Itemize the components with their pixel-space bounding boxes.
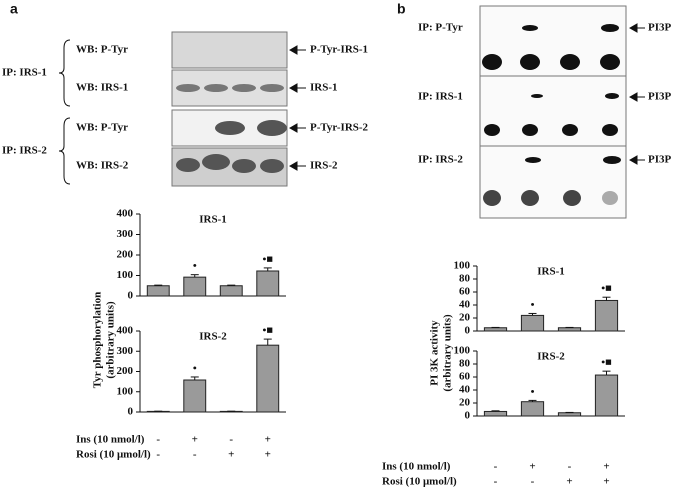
condition-sign: +: [566, 476, 572, 488]
condition-sign: +: [603, 476, 609, 488]
y-tick-label: 40: [459, 384, 471, 396]
significance-mark: •: [531, 299, 535, 311]
condition-label: Rosi (10 μmol/l): [76, 449, 151, 461]
wb-label: WB: IRS-2: [76, 160, 129, 172]
chart-title: IRS-2: [537, 351, 565, 363]
wb-label: WB: P-Tyr: [76, 122, 128, 134]
significance-mark: •: [193, 362, 197, 374]
condition-sign: -: [568, 461, 572, 473]
bar: [183, 379, 207, 413]
bar: [557, 412, 582, 417]
y-tick-label: 80: [459, 273, 471, 285]
significance-mark: •■: [601, 283, 612, 295]
condition-sign: -: [156, 434, 160, 446]
y-tick-label: 300: [117, 345, 134, 357]
bar: [594, 299, 619, 332]
condition-sign: -: [494, 461, 498, 473]
y-tick-label: 100: [117, 269, 134, 281]
condition-sign: +: [529, 461, 535, 473]
condition-sign: -: [229, 434, 233, 446]
bar: [520, 401, 545, 417]
y-tick-label: 60: [459, 371, 471, 383]
y-axis-label: PI 3K activity: [429, 320, 441, 386]
condition-sign: +: [228, 449, 234, 461]
bar: [520, 314, 545, 332]
bar: [256, 344, 280, 413]
y-tick-label: 80: [459, 358, 471, 370]
y-tick-label: 60: [459, 286, 471, 298]
panel-label: a: [10, 1, 18, 17]
condition-sign: +: [603, 461, 609, 473]
condition-sign: +: [192, 434, 198, 446]
y-tick-label: 300: [117, 228, 134, 240]
bar: [483, 327, 508, 332]
arrow-label: PI3P: [648, 154, 672, 166]
y-tick-label: 20: [459, 397, 471, 409]
arrow-label: IRS-1: [310, 82, 338, 94]
y-axis-label: (arbitrary units): [105, 301, 117, 379]
y-tick-label: 0: [465, 410, 471, 422]
y-tick-label: 40: [459, 299, 471, 311]
chart-title: IRS-2: [199, 331, 227, 343]
y-axis-label: (arbitrary units): [442, 314, 454, 392]
ip-label: IP: P-Tyr: [418, 22, 463, 34]
y-tick-label: 400: [117, 325, 134, 337]
panel-label: b: [397, 1, 406, 17]
y-axis-label: Tyr phosphorylation: [92, 292, 104, 388]
significance-mark: •■: [263, 253, 274, 265]
significance-mark: •: [193, 260, 197, 272]
blots-b: [479, 5, 645, 219]
y-tick-label: 100: [117, 385, 134, 397]
significance-mark: •■: [263, 325, 274, 337]
blots-a: [58, 31, 306, 187]
y-tick-label: 0: [128, 290, 134, 302]
condition-sign: -: [531, 476, 535, 488]
bar: [219, 285, 243, 297]
bar: [483, 410, 508, 417]
y-tick-label: 400: [117, 208, 134, 220]
condition-label: Ins (10 nmol/l): [382, 461, 451, 473]
chart-title: IRS-1: [199, 214, 227, 226]
condition-sign: +: [265, 434, 271, 446]
arrow-label: PI3P: [648, 22, 672, 34]
significance-mark: •■: [601, 357, 612, 369]
y-tick-label: 100: [454, 260, 471, 272]
bar: [146, 285, 170, 297]
condition-label: Ins (10 nmol/l): [76, 434, 145, 446]
ip-label: IP: IRS-2: [2, 145, 47, 157]
condition-sign: +: [265, 449, 271, 461]
condition-sign: -: [494, 476, 498, 488]
y-tick-label: 100: [454, 345, 471, 357]
y-tick-label: 200: [117, 249, 134, 261]
condition-sign: -: [193, 449, 197, 461]
significance-mark: •: [531, 386, 535, 398]
bar: [256, 270, 280, 297]
ip-label: IP: IRS-1: [2, 67, 47, 79]
wb-label: WB: P-Tyr: [76, 44, 128, 56]
condition-sign: -: [156, 449, 160, 461]
y-tick-label: 0: [465, 325, 471, 337]
wb-label: WB: IRS-1: [76, 82, 128, 94]
ip-label: IP: IRS-2: [418, 154, 463, 166]
y-tick-label: 20: [459, 312, 471, 324]
arrow-label: IRS-2: [310, 160, 338, 172]
ip-label: IP: IRS-1: [418, 91, 463, 103]
bar: [183, 276, 207, 297]
arrow-label: P-Tyr-IRS-2: [310, 122, 369, 134]
y-tick-label: 200: [117, 365, 134, 377]
bar: [594, 374, 619, 417]
arrow-label: PI3P: [648, 91, 672, 103]
y-tick-label: 0: [128, 406, 134, 418]
arrow-label: P-Tyr-IRS-1: [310, 44, 368, 56]
bar: [557, 327, 582, 332]
condition-label: Rosi (10 μmol/l): [382, 476, 457, 488]
chart-title: IRS-1: [537, 266, 565, 278]
